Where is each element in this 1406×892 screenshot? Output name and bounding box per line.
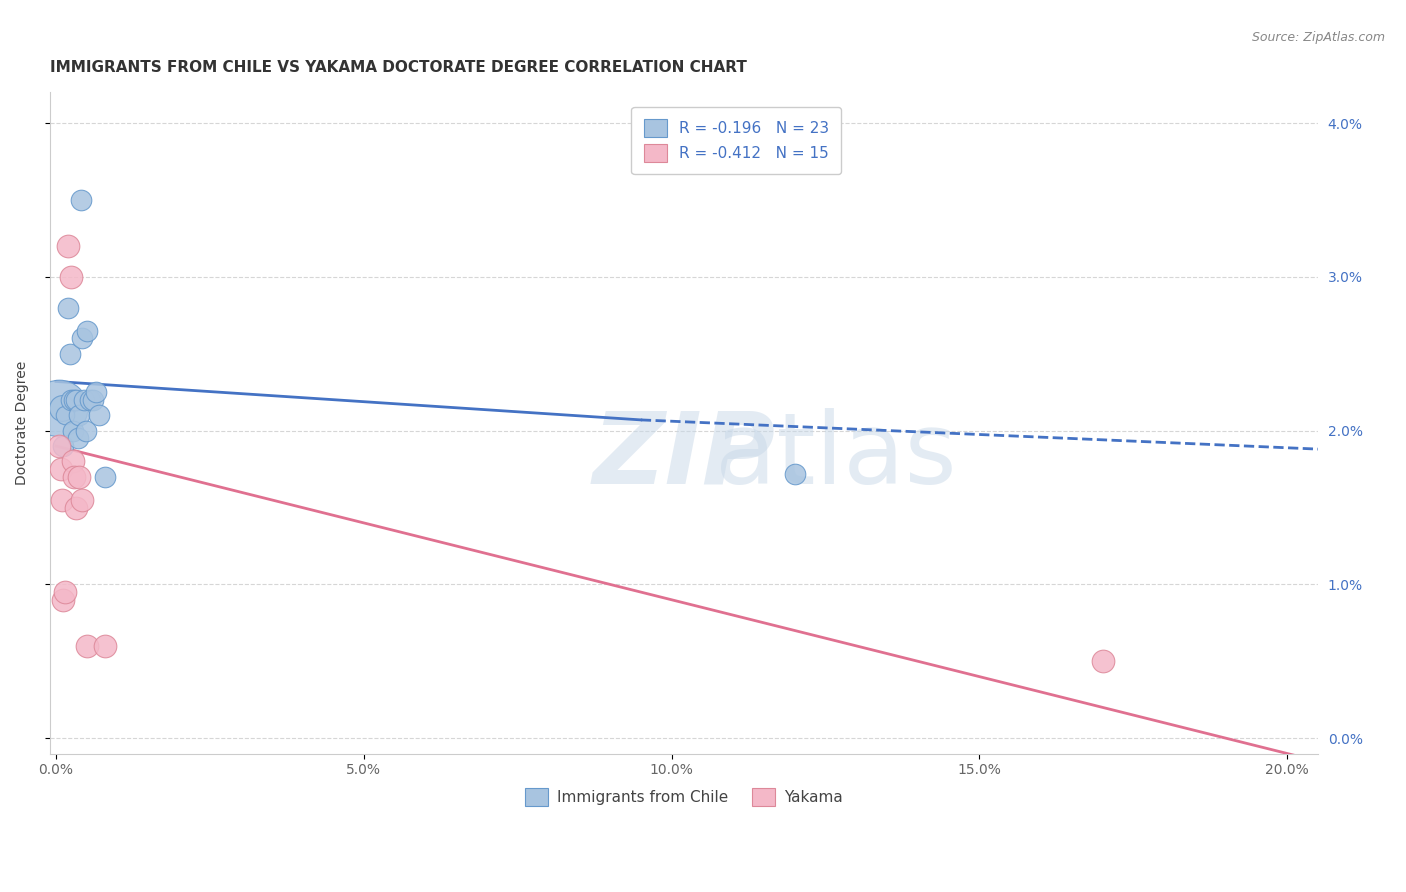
Point xyxy=(94,470,117,484)
Point xyxy=(1091,654,1114,668)
Point xyxy=(70,331,93,345)
Point xyxy=(60,269,83,284)
Point xyxy=(52,592,75,607)
Point xyxy=(63,470,86,484)
Point xyxy=(58,239,80,253)
Point xyxy=(84,385,107,400)
Point xyxy=(65,392,87,407)
Point xyxy=(67,470,90,484)
Y-axis label: Doctorate Degree: Doctorate Degree xyxy=(15,361,30,485)
Point xyxy=(75,424,97,438)
Point xyxy=(94,639,117,653)
Point xyxy=(51,401,73,415)
Point xyxy=(87,409,110,423)
Point xyxy=(76,639,98,653)
Point xyxy=(52,439,75,453)
Point xyxy=(65,500,87,515)
Point xyxy=(53,585,76,599)
Point xyxy=(70,492,93,507)
Point xyxy=(67,409,90,423)
Text: atlas: atlas xyxy=(716,408,957,505)
Point xyxy=(66,431,89,445)
Point xyxy=(62,424,84,438)
Point xyxy=(48,439,70,453)
Point xyxy=(58,301,80,315)
Point xyxy=(73,392,96,407)
Text: IMMIGRANTS FROM CHILE VS YAKAMA DOCTORATE DEGREE CORRELATION CHART: IMMIGRANTS FROM CHILE VS YAKAMA DOCTORAT… xyxy=(49,60,747,75)
Text: ZIP: ZIP xyxy=(592,408,776,505)
Point xyxy=(60,392,83,407)
Point xyxy=(783,467,806,481)
Point xyxy=(62,454,84,468)
Text: Source: ZipAtlas.com: Source: ZipAtlas.com xyxy=(1251,31,1385,45)
Point xyxy=(63,392,86,407)
Point xyxy=(82,392,104,407)
Point xyxy=(79,392,101,407)
Point xyxy=(58,347,80,361)
Point xyxy=(76,324,98,338)
Point xyxy=(53,409,76,423)
Point xyxy=(69,193,91,207)
Point xyxy=(49,462,72,476)
Point xyxy=(48,401,70,415)
Point xyxy=(51,492,73,507)
Legend: Immigrants from Chile, Yakama: Immigrants from Chile, Yakama xyxy=(519,782,849,812)
